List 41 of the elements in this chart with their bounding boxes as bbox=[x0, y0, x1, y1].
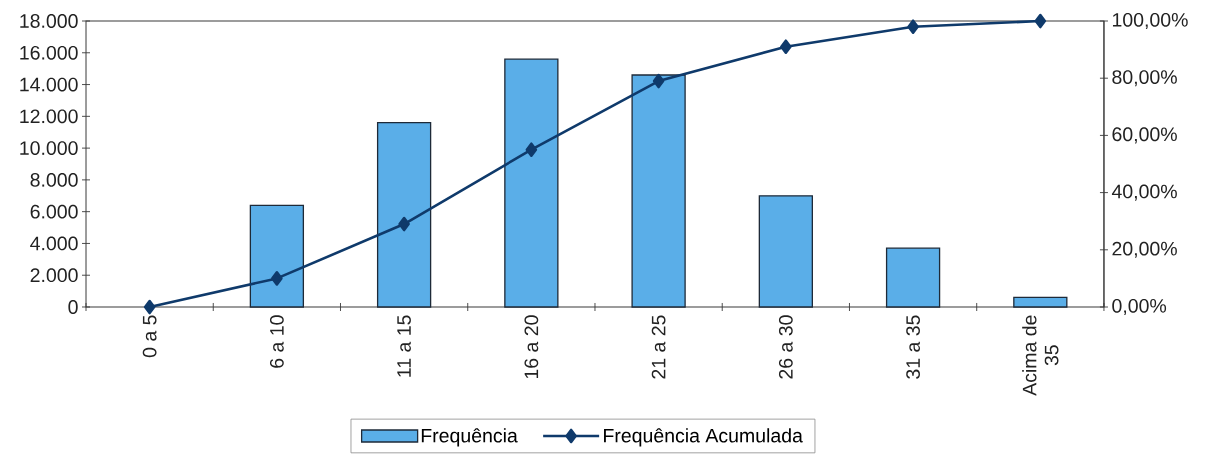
bar bbox=[885, 247, 941, 308]
point bbox=[143, 299, 156, 315]
legend-label: Frequência bbox=[421, 428, 518, 447]
y-tick-label: 0 bbox=[68, 300, 78, 314]
x-tick-label: 11 a 15 bbox=[397, 315, 411, 377]
bar bbox=[249, 204, 305, 308]
bar bbox=[376, 122, 432, 308]
legend-label: Frequência Acumulada bbox=[604, 428, 803, 447]
x-tick-label: 0 a 5 bbox=[142, 315, 157, 358]
bar bbox=[631, 74, 686, 308]
y-tick-label: 16.000 bbox=[20, 45, 78, 60]
point bbox=[271, 271, 283, 286]
point bbox=[780, 39, 792, 55]
bar bbox=[758, 195, 813, 308]
y2-tick-label: 20,00% bbox=[1112, 241, 1177, 258]
y2-tick-label: 0,00% bbox=[1112, 298, 1167, 316]
point bbox=[525, 142, 538, 157]
y-tick-label: 8.000 bbox=[30, 172, 78, 187]
y2-tick-label: 60,00% bbox=[1112, 127, 1177, 144]
x-tick-label: 6 a 10 bbox=[269, 315, 284, 368]
bar bbox=[1013, 296, 1068, 308]
bar bbox=[504, 58, 559, 308]
x-tick-label: 26 a 30 bbox=[778, 315, 793, 379]
y-tick-label: 6.000 bbox=[30, 204, 78, 219]
x-tick-label: Acima de 35 bbox=[1022, 315, 1059, 396]
y-tick-label: 10.000 bbox=[20, 141, 78, 156]
point bbox=[652, 73, 665, 89]
y-tick-label: 12.000 bbox=[20, 109, 78, 124]
point bbox=[398, 216, 410, 232]
y2-tick-label: 40,00% bbox=[1111, 184, 1177, 201]
y2-tick-label: 100,00% bbox=[1112, 12, 1188, 30]
x-tick-label: 21 a 25 bbox=[651, 315, 666, 379]
y-tick-label: 2.000 bbox=[30, 268, 78, 283]
x-tick-label: 31 a 35 bbox=[906, 315, 920, 379]
y-tick-label: 18.000 bbox=[20, 14, 78, 28]
y2-tick-label: 80,00% bbox=[1112, 70, 1177, 87]
point bbox=[1034, 13, 1047, 29]
point bbox=[907, 19, 919, 35]
y-tick-label: 4.000 bbox=[30, 236, 78, 251]
y-tick-label: 14.000 bbox=[20, 77, 78, 92]
x-tick-label: 16 a 20 bbox=[524, 315, 539, 379]
